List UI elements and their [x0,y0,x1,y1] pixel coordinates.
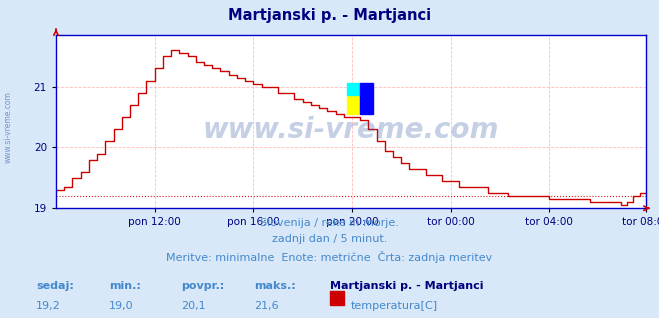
Text: www.si-vreme.com: www.si-vreme.com [3,91,13,163]
Text: temperatura[C]: temperatura[C] [351,301,438,310]
Text: 19,0: 19,0 [109,301,133,310]
Text: min.:: min.: [109,281,140,291]
Bar [360,83,373,114]
Text: Martjanski p. - Martjanci: Martjanski p. - Martjanci [330,281,483,291]
Bar [347,83,360,95]
Text: zadnji dan / 5 minut.: zadnji dan / 5 minut. [272,234,387,244]
Text: sedaj:: sedaj: [36,281,74,291]
Text: Slovenija / reke in morje.: Slovenija / reke in morje. [260,218,399,228]
Bar [347,95,360,114]
Text: Meritve: minimalne  Enote: metrične  Črta: zadnja meritev: Meritve: minimalne Enote: metrične Črta:… [166,251,493,263]
Text: www.si-vreme.com: www.si-vreme.com [203,116,499,144]
Text: 21,6: 21,6 [254,301,278,310]
Text: maks.:: maks.: [254,281,295,291]
Text: 19,2: 19,2 [36,301,61,310]
Text: povpr.:: povpr.: [181,281,225,291]
Text: 20,1: 20,1 [181,301,206,310]
Text: Martjanski p. - Martjanci: Martjanski p. - Martjanci [228,8,431,23]
